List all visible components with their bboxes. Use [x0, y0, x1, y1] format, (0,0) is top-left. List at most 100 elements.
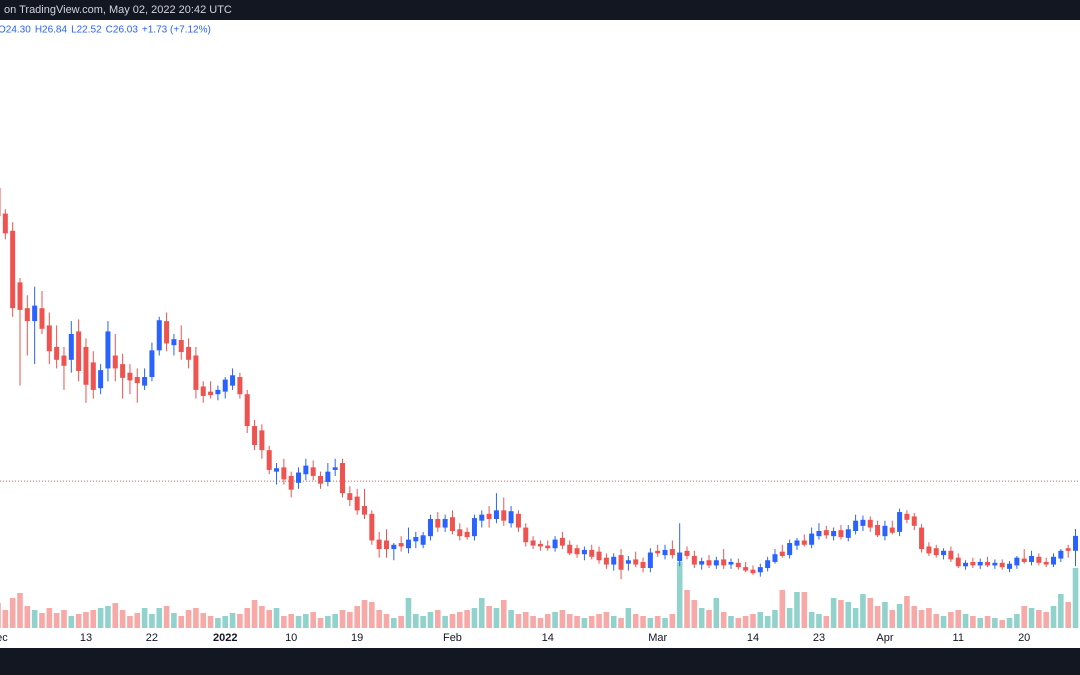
candle-body	[142, 377, 148, 386]
volume-bar	[1036, 610, 1042, 628]
volume-bar	[794, 592, 800, 628]
volume-bar	[955, 610, 962, 628]
candle-body	[398, 543, 404, 547]
volume-bar	[596, 614, 602, 628]
candle-body	[515, 513, 521, 528]
candle-body	[728, 561, 734, 565]
volume-bar	[1065, 602, 1071, 628]
candle-body	[640, 561, 646, 568]
candle-body	[677, 552, 683, 562]
candle-body	[977, 561, 983, 566]
candle-body	[823, 530, 829, 536]
volume-bar	[603, 612, 610, 628]
legend-item: +1.73 (+7.12%)	[142, 25, 211, 36]
volume-bar	[874, 606, 881, 628]
candle-body	[347, 493, 353, 501]
candle-body	[54, 346, 60, 360]
candle-body	[296, 472, 302, 483]
volume-bar	[398, 616, 404, 628]
x-tick-label: 23	[813, 632, 825, 644]
legend-item: C26.03	[106, 25, 139, 36]
candle-body	[970, 561, 976, 566]
candle-body	[457, 529, 463, 537]
candle-body	[985, 561, 991, 566]
volume-bar	[838, 600, 844, 628]
candle-body	[303, 465, 309, 475]
volume-bar	[816, 614, 822, 628]
candle-body	[266, 450, 272, 470]
volume-bar	[574, 616, 580, 628]
volume-bar	[1058, 594, 1064, 628]
candle-body	[735, 562, 741, 568]
volume-bar	[215, 618, 221, 628]
candle-body	[706, 560, 712, 566]
candle-body	[178, 340, 184, 353]
volume-bar	[948, 612, 954, 628]
candle-body	[222, 379, 228, 392]
volume-bar	[970, 616, 976, 628]
volume-bar	[193, 608, 199, 628]
volume-bar	[647, 618, 654, 628]
candle-body	[772, 554, 778, 562]
candle-body	[208, 391, 214, 396]
volume-bar	[610, 616, 617, 628]
candle-body	[288, 475, 294, 490]
volume-bar	[478, 598, 485, 628]
volume-bar	[46, 608, 53, 628]
volume-bar	[698, 608, 705, 628]
candle-body	[662, 549, 668, 556]
candle-body	[845, 529, 851, 538]
candle-body	[926, 546, 932, 554]
volume-bar	[1014, 614, 1020, 628]
volume-bar	[244, 608, 251, 628]
volume-bar	[896, 604, 903, 628]
candle-body	[596, 551, 602, 561]
volume-bar	[779, 590, 786, 628]
candle-body	[1036, 556, 1042, 563]
volume-bar	[273, 608, 280, 628]
candle-body	[1014, 557, 1020, 566]
volume-bar	[1028, 608, 1035, 628]
volume-bar	[757, 612, 764, 628]
volume-bar	[185, 610, 192, 628]
volume-bar	[259, 606, 265, 628]
volume-bar	[867, 598, 874, 628]
candle-body	[867, 519, 873, 528]
volume-bar	[676, 562, 683, 628]
x-tick-label: 14	[747, 632, 759, 644]
candle-body	[32, 305, 38, 322]
volume-bar	[1043, 612, 1049, 628]
volume-bar	[515, 614, 522, 628]
volume-bar	[105, 606, 111, 628]
volume-bar	[508, 610, 514, 628]
candle-body	[90, 362, 96, 390]
volume-bar	[369, 602, 375, 628]
volume-bar	[684, 590, 690, 628]
volume-bar	[823, 616, 830, 628]
volume-bar	[940, 616, 947, 628]
volume-bar	[830, 598, 837, 628]
candle-body	[486, 513, 492, 519]
candle-body	[420, 535, 426, 545]
candle-body	[274, 468, 280, 472]
candle-body	[252, 426, 258, 445]
x-tick-label: 11	[953, 632, 964, 644]
volume-bar	[456, 612, 463, 628]
candle-body	[1029, 555, 1035, 562]
volume-bar	[845, 602, 852, 628]
volume-bar	[391, 618, 397, 628]
candle-body	[574, 548, 580, 555]
volume-bar	[90, 610, 97, 628]
volume-bar	[486, 606, 492, 628]
candle-body	[831, 531, 837, 537]
candle-body	[83, 346, 89, 385]
volume-bar	[911, 606, 918, 628]
candle-body	[530, 540, 536, 546]
volume-bar	[112, 603, 119, 628]
ohlc-legend: O24.30 H26.84 L22.52 C26.03 +1.73 (+7.12%)	[0, 25, 211, 36]
candle-body	[721, 559, 727, 566]
candle-body	[757, 567, 763, 573]
candle-body	[39, 308, 45, 329]
candle-body	[1021, 558, 1027, 562]
volume-bar	[376, 610, 382, 628]
